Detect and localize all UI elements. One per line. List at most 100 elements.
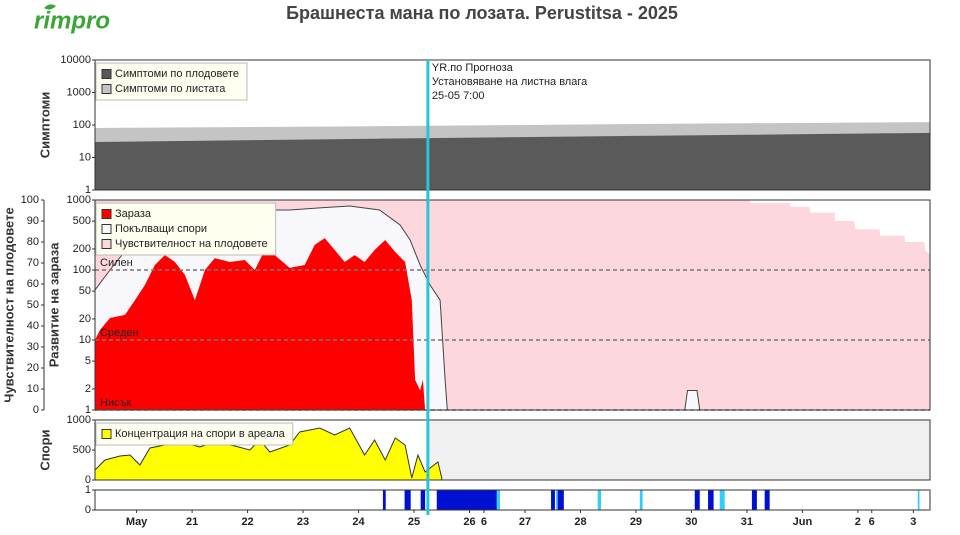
x-tick-label: 26 (463, 516, 475, 528)
x-tick-label: 29 (630, 516, 642, 528)
y-tick-label: 5 (85, 355, 91, 367)
bar (404, 490, 411, 510)
bar (719, 490, 725, 510)
y2-tick-label: 20 (27, 362, 39, 374)
y-tick-label: 0 (85, 474, 91, 486)
logo: rimpro (34, 7, 110, 34)
y-tick-label: 500 (73, 215, 91, 227)
y-axis-title: Симптоми (37, 92, 52, 158)
y-tick-label: 10000 (60, 54, 91, 66)
y2-tick-label: 90 (27, 215, 39, 227)
y2-tick-label: 10 (27, 383, 39, 395)
y-tick-label: 1 (85, 184, 91, 196)
y-tick-label: 1000 (67, 86, 91, 98)
legend-swatch (101, 429, 112, 439)
logo-leaf (44, 4, 56, 10)
y2-tick-label: 70 (27, 257, 39, 269)
legend-label: Зараза (115, 208, 152, 220)
legend-swatch (101, 84, 112, 94)
bar (694, 490, 700, 510)
legend: Симптоми по плодовете Симптоми по листата (95, 62, 248, 101)
y-tick-label: 200 (73, 243, 91, 255)
legend-label: Симптоми по листата (115, 83, 226, 95)
bar (496, 490, 501, 510)
legend: Концентрация на спори в ареала (95, 422, 294, 446)
y-tick-label: 100 (73, 264, 91, 276)
x-tick-label: 6 (869, 516, 875, 528)
legend-label: Симптоми по плодовете (115, 68, 239, 80)
x-tick-label: 24 (352, 516, 365, 528)
x-tick-label: 22 (241, 516, 253, 528)
y-tick-label: 1000 (67, 414, 91, 426)
area (94, 427, 443, 481)
bar (764, 490, 770, 510)
y-tick-label: 10 (79, 151, 91, 163)
threshold-label: Среден (100, 327, 139, 339)
bar (556, 490, 558, 510)
y-tick-label: 20 (79, 313, 91, 325)
legend-label: Покълващи спори (115, 223, 207, 235)
x-tick-label: 23 (297, 516, 309, 528)
legend-swatch (101, 69, 112, 79)
legend-label: Чувствителност на плодовете (115, 238, 268, 250)
legend-swatch (101, 224, 112, 234)
y2-tick-label: 100 (21, 194, 39, 206)
legend-swatch (101, 209, 112, 219)
x-tick-label: 21 (186, 516, 198, 528)
y2-tick-label: 60 (27, 278, 39, 290)
bar (382, 490, 386, 510)
y-tick-label: 500 (73, 444, 91, 456)
bar (436, 490, 497, 510)
y2-tick-label: 30 (27, 341, 39, 353)
y-tick-label: 1 (85, 404, 91, 416)
y-tick-label: 50 (79, 285, 91, 297)
plot-area (95, 490, 930, 510)
legend-label: Концентрация на спори в ареала (115, 428, 286, 440)
legend-box (95, 202, 277, 256)
y-tick-label: 100 (73, 119, 91, 131)
x-tick-label: 3 (910, 516, 916, 528)
threshold-label: Нисък (100, 397, 131, 409)
legend-swatch (101, 239, 112, 249)
x-tick-label: 30 (685, 516, 697, 528)
y2-axis-title: Чувствителност на плодовете (1, 207, 16, 402)
x-tick-label: 25 (408, 516, 420, 528)
x-tick-label: Jun (793, 516, 813, 528)
x-tick-label: 31 (741, 516, 753, 528)
bar (639, 490, 643, 510)
annotation: Установяване на листна влага (432, 76, 588, 88)
y2-tick-label: 80 (27, 236, 39, 248)
bar (557, 490, 564, 510)
bar (751, 490, 757, 510)
y-tick-label: 1 (85, 484, 91, 496)
y-tick-label: 2 (85, 383, 91, 395)
legend: Зараза Покълващи спори Чувствителност на п… (95, 202, 277, 256)
x-tick-label: 2 (855, 516, 861, 528)
y-tick-label: 10 (79, 334, 91, 346)
bar (708, 490, 714, 510)
x-tick-label: 27 (519, 516, 531, 528)
plot-frame (94, 199, 931, 411)
chart-title: Брашнеста мана по лозата. Perustitsa - 2… (286, 3, 678, 23)
threshold-label: Силен (100, 257, 133, 269)
x-tick-label: May (126, 516, 148, 528)
y-tick-label: 1000 (67, 194, 91, 206)
bar (917, 490, 920, 510)
y-tick-label: 0 (85, 504, 91, 516)
x-tick-label: 28 (574, 516, 586, 528)
forecast-area (427, 420, 930, 480)
y2-tick-label: 50 (27, 299, 39, 311)
bar (420, 490, 426, 510)
y2-tick-label: 40 (27, 320, 39, 332)
legend-box (95, 62, 248, 101)
bar (551, 490, 555, 510)
y2-tick-label: 0 (33, 404, 39, 416)
bar (597, 490, 601, 510)
y-axis-title: Спори (37, 429, 52, 470)
area (95, 238, 426, 410)
y-axis-title: Развитие на зараза (46, 242, 61, 367)
area (95, 132, 930, 190)
annotation: YR.по Прогноза (432, 62, 514, 74)
x-tick-label: 6 (481, 516, 487, 528)
